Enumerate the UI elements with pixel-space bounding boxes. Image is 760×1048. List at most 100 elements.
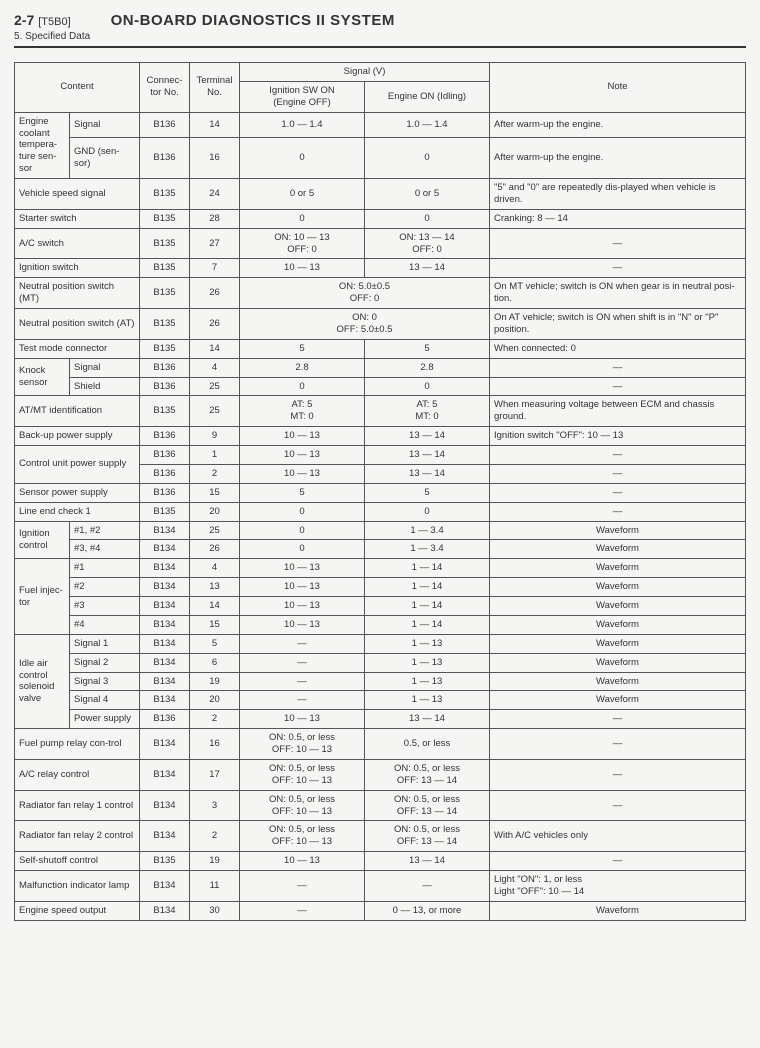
cell-note: Waveform [490, 559, 746, 578]
cell-ignition-on: ON: 0.5, or lessOFF: 10 — 13 [240, 790, 365, 821]
table-row: #3B1341410 — 131 — 14Waveform [15, 597, 746, 616]
cell-ignition-on: — [240, 871, 365, 902]
cell-connector: B135 [140, 179, 190, 210]
table-head: Content Connec-tor No. TerminalNo. Signa… [15, 63, 746, 113]
table-row: Line end check 1B1352000— [15, 502, 746, 521]
model-code: [T5B0] [38, 16, 70, 28]
table-row: ShieldB1362500— [15, 377, 746, 396]
cell-note: Waveform [490, 901, 746, 920]
cell-connector: B134 [140, 653, 190, 672]
cell-content: Vehicle speed signal [15, 179, 140, 210]
cell-terminal: 26 [190, 540, 240, 559]
cell-subcontent: #1 [70, 559, 140, 578]
table-row: Fuel pump relay con-trolB13416ON: 0.5, o… [15, 729, 746, 760]
cell-engine-on: 1 — 14 [365, 578, 490, 597]
cell-terminal: 27 [190, 228, 240, 259]
cell-ignition-on: 0 or 5 [240, 179, 365, 210]
cell-content: Radiator fan relay 2 control [15, 821, 140, 852]
table-row: Control unit power supplyB136110 — 1313 … [15, 446, 746, 465]
cell-content: Control unit power supply [15, 446, 140, 484]
cell-content: Engine coolant tempera-ture sen-sor [15, 112, 70, 178]
cell-note: — [490, 759, 746, 790]
cell-ignition-on: AT: 5MT: 0 [240, 396, 365, 427]
cell-ignition-on: 10 — 13 [240, 427, 365, 446]
cell-engine-on: 0 [365, 137, 490, 178]
table-row: Test mode connectorB1351455When connecte… [15, 339, 746, 358]
cell-terminal: 16 [190, 729, 240, 760]
cell-content: Knock sensor [15, 358, 70, 396]
cell-terminal: 20 [190, 691, 240, 710]
cell-terminal: 15 [190, 615, 240, 634]
cell-ignition-on: 10 — 13 [240, 559, 365, 578]
cell-terminal: 5 [190, 634, 240, 653]
cell-note: After warm-up the engine. [490, 112, 746, 137]
cell-engine-on: 1 — 3.4 [365, 540, 490, 559]
table-row: Signal 2B1346—1 — 13Waveform [15, 653, 746, 672]
cell-content: Neutral position switch (AT) [15, 309, 140, 340]
cell-note: — [490, 377, 746, 396]
cell-connector: B135 [140, 228, 190, 259]
cell-content: Idle air control solenoid valve [15, 634, 70, 728]
cell-connector: B134 [140, 901, 190, 920]
cell-ignition-on: ON: 10 — 13OFF: 0 [240, 228, 365, 259]
cell-connector: B134 [140, 759, 190, 790]
table-body: Engine coolant tempera-ture sen-sor Signa… [15, 112, 746, 920]
head-terminal: TerminalNo. [190, 63, 240, 113]
cell-engine-on: ON: 0.5, or lessOFF: 13 — 14 [365, 790, 490, 821]
cell-connector: B135 [140, 502, 190, 521]
cell-engine-on: 13 — 14 [365, 259, 490, 278]
cell-note: Waveform [490, 672, 746, 691]
cell-note: Light "ON": 1, or lessLight "OFF": 10 — … [490, 871, 746, 902]
cell-engine-on: 13 — 14 [365, 446, 490, 465]
cell-engine-on: — [365, 871, 490, 902]
cell-ignition-on: ON: 0OFF: 5.0±0.5 [240, 309, 490, 340]
table-row: Malfunction indicator lampB13411——Light … [15, 871, 746, 902]
cell-connector: B134 [140, 578, 190, 597]
cell-subcontent: #4 [70, 615, 140, 634]
cell-terminal: 25 [190, 521, 240, 540]
cell-engine-on: 0 [365, 502, 490, 521]
cell-terminal: 30 [190, 901, 240, 920]
cell-connector: B135 [140, 339, 190, 358]
cell-note: — [490, 228, 746, 259]
cell-ignition-on: 0 [240, 377, 365, 396]
cell-ignition-on: 10 — 13 [240, 464, 365, 483]
table-row: Ignition switchB135710 — 1313 — 14— [15, 259, 746, 278]
cell-content: Ignition switch [15, 259, 140, 278]
head-content: Content [15, 63, 140, 113]
cell-ignition-on: ON: 0.5, or lessOFF: 10 — 13 [240, 729, 365, 760]
cell-connector: B136 [140, 710, 190, 729]
cell-ignition-on: — [240, 901, 365, 920]
cell-engine-on: 1 — 3.4 [365, 521, 490, 540]
cell-connector: B136 [140, 112, 190, 137]
cell-engine-on: 1 — 13 [365, 653, 490, 672]
cell-note: Cranking: 8 — 14 [490, 209, 746, 228]
cell-connector: B134 [140, 597, 190, 616]
page-code: 2-7 [14, 12, 34, 28]
cell-subcontent: #3 [70, 597, 140, 616]
cell-note: When measuring voltage between ECM and c… [490, 396, 746, 427]
cell-content: Starter switch [15, 209, 140, 228]
cell-ignition-on: 10 — 13 [240, 259, 365, 278]
cell-terminal: 16 [190, 137, 240, 178]
cell-ignition-on: 0 [240, 540, 365, 559]
cell-content: A/C switch [15, 228, 140, 259]
cell-engine-on: AT: 5MT: 0 [365, 396, 490, 427]
head-engine-on: Engine ON (Idling) [365, 81, 490, 112]
cell-terminal: 25 [190, 396, 240, 427]
head-connector: Connec-tor No. [140, 63, 190, 113]
cell-connector: B135 [140, 852, 190, 871]
cell-note: After warm-up the engine. [490, 137, 746, 178]
cell-ignition-on: 0 [240, 137, 365, 178]
cell-connector: B136 [140, 137, 190, 178]
cell-content: AT/MT identification [15, 396, 140, 427]
cell-content: Test mode connector [15, 339, 140, 358]
cell-note: — [490, 729, 746, 760]
cell-terminal: 15 [190, 483, 240, 502]
cell-engine-on: 1 — 14 [365, 597, 490, 616]
cell-connector: B135 [140, 278, 190, 309]
cell-engine-on: 1 — 14 [365, 615, 490, 634]
cell-note: — [490, 446, 746, 465]
cell-ignition-on: — [240, 691, 365, 710]
cell-connector: B136 [140, 358, 190, 377]
